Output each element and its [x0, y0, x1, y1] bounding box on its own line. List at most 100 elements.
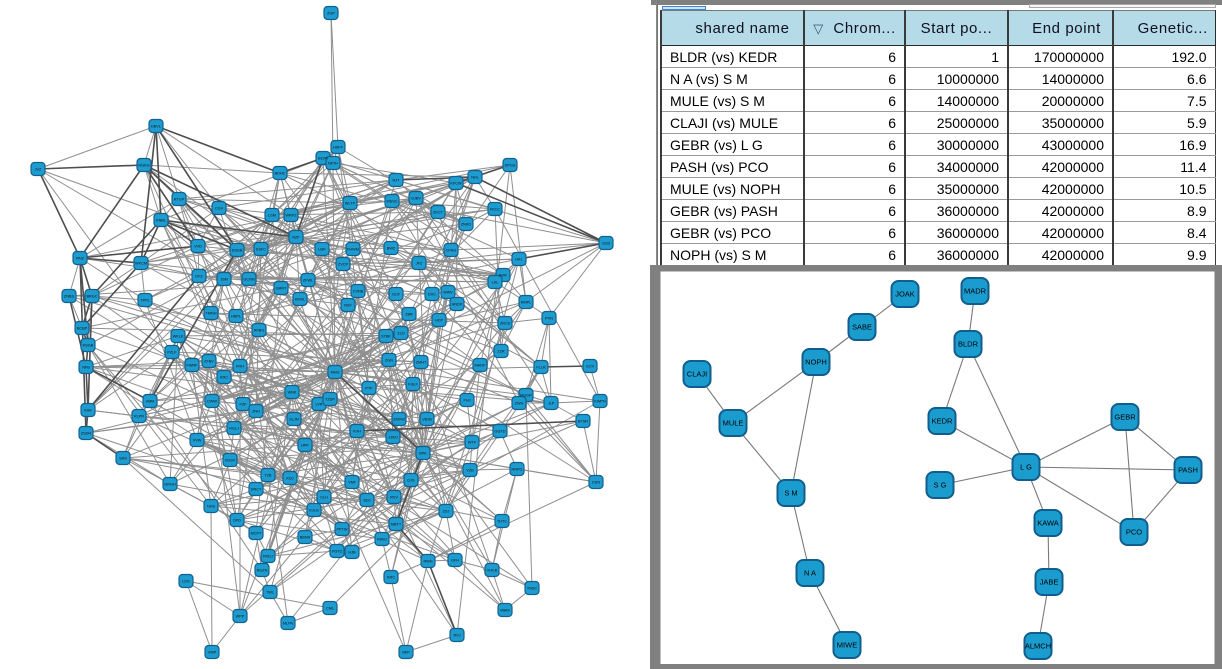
svg-text:BDHC: BDHC: [275, 172, 286, 176]
svg-text:STBK: STBK: [381, 335, 391, 339]
svg-text:BWZ: BWZ: [387, 247, 396, 251]
svg-text:VBKK: VBKK: [500, 609, 511, 613]
svg-text:WRPZ: WRPZ: [285, 214, 297, 218]
svg-text:HNDP: HNDP: [452, 303, 463, 307]
svg-text:JVZ: JVZ: [35, 168, 42, 172]
svg-text:NKTH: NKTH: [328, 162, 339, 166]
svg-text:ZRCS: ZRCS: [500, 322, 511, 326]
svg-text:VBJB: VBJB: [422, 418, 432, 422]
svg-text:VWP: VWP: [208, 651, 217, 655]
svg-text:THTC: THTC: [497, 520, 507, 524]
svg-text:ZGP: ZGP: [327, 12, 335, 16]
svg-text:TPPL: TPPL: [140, 299, 150, 303]
svg-text:TWL: TWL: [266, 591, 274, 595]
svg-text:HJB: HJB: [348, 551, 356, 555]
svg-text:KMSL: KMSL: [295, 298, 305, 302]
svg-text:RGGR: RGGR: [520, 394, 532, 398]
svg-text:NJT: NJT: [393, 179, 401, 183]
svg-text:GCNN: GCNN: [243, 278, 254, 282]
svg-text:KEDR: KEDR: [932, 417, 953, 426]
svg-text:ZMHT: ZMHT: [416, 361, 427, 365]
svg-text:DVC: DVC: [428, 293, 436, 297]
svg-text:TZDP: TZDP: [325, 398, 335, 402]
svg-text:PGTZ: PGTZ: [332, 550, 343, 554]
svg-text:WKCM: WKCM: [135, 262, 147, 266]
svg-text:LVR: LVR: [315, 403, 322, 407]
svg-text:GCF: GCF: [392, 293, 401, 297]
svg-text:KVH: KVH: [353, 430, 361, 434]
svg-text:RGZN: RGZN: [257, 569, 268, 573]
svg-text:TZB: TZB: [264, 474, 272, 478]
svg-text:WNK: WNK: [288, 391, 297, 395]
svg-text:KAWA: KAWA: [1037, 519, 1059, 528]
svg-text:BTSR: BTSR: [578, 420, 588, 424]
svg-text:RNZ: RNZ: [76, 257, 84, 261]
svg-text:PVN: PVN: [545, 317, 553, 321]
svg-text:PTF: PTF: [365, 387, 373, 391]
svg-text:CGV: CGV: [215, 207, 224, 211]
svg-text:KDJ: KDJ: [286, 477, 293, 481]
svg-text:JJWJ: JJWJ: [388, 436, 397, 440]
svg-text:FRH: FRH: [236, 365, 244, 369]
svg-text:FWRF: FWRF: [187, 364, 199, 368]
svg-text:SLJM: SLJM: [289, 418, 299, 422]
svg-text:VMM: VMM: [146, 400, 155, 404]
svg-text:MLFN: MLFN: [283, 622, 294, 626]
svg-text:GGTD: GGTD: [495, 430, 506, 434]
svg-text:LSM: LSM: [268, 214, 276, 218]
svg-text:HGLJ: HGLJ: [229, 427, 239, 431]
svg-text:ZKCT: ZKCT: [433, 211, 444, 215]
svg-text:JFZ: JFZ: [416, 262, 423, 266]
svg-text:CLH: CLH: [320, 496, 328, 500]
svg-text:HNPL: HNPL: [231, 315, 241, 319]
svg-text:DFD: DFD: [233, 519, 241, 523]
svg-text:LDS: LDS: [182, 580, 190, 584]
svg-text:ZNH: ZNH: [252, 410, 260, 414]
svg-text:HPK: HPK: [301, 444, 309, 448]
svg-text:RWH: RWH: [424, 560, 433, 564]
svg-text:SCB: SCB: [602, 242, 610, 246]
svg-text:SABE: SABE: [852, 323, 872, 332]
svg-text:ZVCP: ZVCP: [338, 263, 349, 267]
svg-text:L G: L G: [1020, 463, 1032, 472]
svg-text:RVJ: RVJ: [453, 634, 460, 638]
svg-text:ZSJ: ZSJ: [443, 510, 450, 514]
svg-text:ZSDR: ZSDR: [81, 432, 92, 436]
svg-text:FGLF: FGLF: [408, 383, 418, 387]
svg-text:ZZR: ZZR: [497, 350, 505, 354]
svg-text:BPK: BPK: [419, 452, 427, 456]
svg-text:ZNKD: ZNKD: [461, 223, 472, 227]
svg-text:S G: S G: [934, 481, 947, 490]
svg-text:FLLR: FLLR: [536, 366, 546, 370]
svg-text:FHJ: FHJ: [464, 399, 471, 403]
svg-text:RGKG: RGKG: [138, 164, 149, 168]
svg-text:NOPH: NOPH: [805, 358, 827, 367]
svg-text:CWW: CWW: [207, 400, 217, 404]
svg-text:PASH: PASH: [1178, 466, 1198, 475]
svg-text:HCP: HCP: [435, 319, 443, 323]
svg-text:BLDR: BLDR: [958, 340, 979, 349]
svg-text:VVW: VVW: [193, 439, 202, 443]
svg-text:ZBR: ZBR: [405, 313, 413, 317]
svg-text:CDN: CDN: [592, 481, 600, 485]
svg-text:NZF: NZF: [292, 236, 300, 240]
svg-text:MSSC: MSSC: [387, 200, 398, 204]
svg-text:WWV: WWV: [443, 291, 453, 295]
svg-text:VGSV: VGSV: [225, 459, 236, 463]
svg-text:RMPL: RMPL: [521, 301, 532, 305]
svg-text:ZMVW: ZMVW: [393, 418, 405, 422]
svg-text:SSFC: SSFC: [256, 248, 266, 252]
svg-text:KSGB: KSGB: [83, 344, 94, 348]
svg-text:GJBV: GJBV: [411, 197, 421, 201]
svg-text:NNPG: NNPG: [512, 468, 523, 472]
svg-text:SDJ: SDJ: [363, 499, 370, 503]
svg-text:SHS: SHS: [119, 457, 127, 461]
svg-text:ZNBS: ZNBS: [64, 295, 75, 299]
svg-text:HKL: HKL: [515, 258, 522, 262]
svg-text:HSFF: HSFF: [333, 146, 344, 150]
svg-text:ZGN: ZGN: [385, 359, 393, 363]
svg-text:KHK: KHK: [84, 409, 92, 413]
svg-text:PPTW: PPTW: [337, 528, 348, 532]
svg-text:KFCW: KFCW: [450, 182, 462, 186]
svg-text:FKCC: FKCC: [490, 208, 501, 212]
